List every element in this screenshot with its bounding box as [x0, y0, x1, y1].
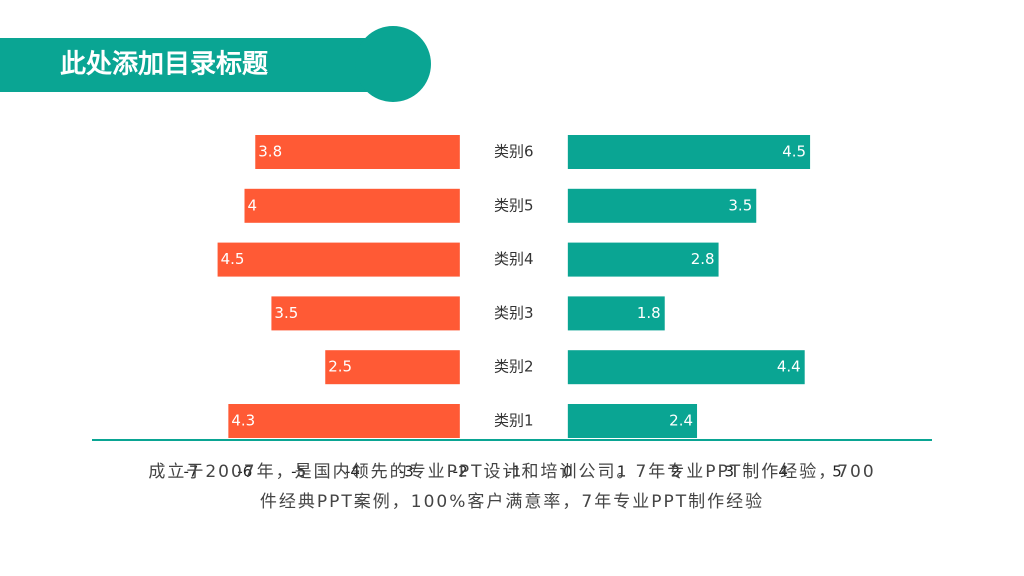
- bar-label: 4: [248, 196, 258, 214]
- category-label: 类别6: [494, 143, 534, 161]
- category-label: 类别4: [494, 250, 534, 268]
- chart: -7 -6 -5 -4 -3 -2 -1 0 1 2 3 4 5 类别1 4.3 2.4 类别2 2.5 4.4 类别…: [184, 135, 842, 481]
- bar-label: 3.5: [728, 196, 752, 214]
- bar: [567, 242, 719, 277]
- header-circle: [355, 26, 431, 102]
- x-tick-label: -5: [291, 463, 306, 481]
- bar-label: 2.5: [328, 358, 352, 376]
- bar: [567, 135, 811, 169]
- x-tick-label: 3: [725, 463, 735, 481]
- x-tick-label: -7: [184, 463, 199, 481]
- description-line: 件经典PPT案例，100%客户满意率，7年专业PPT制作经验: [260, 492, 764, 512]
- header-title: 此处添加目录标题: [60, 50, 268, 80]
- bar: [567, 296, 665, 331]
- bar: [325, 350, 460, 385]
- category-label: 类别5: [494, 196, 534, 214]
- bar: [567, 404, 698, 438]
- category-label: 类别1: [494, 412, 534, 430]
- x-tick-label: -3: [399, 463, 414, 481]
- x-tick-label: -4: [345, 463, 360, 481]
- bar: [244, 188, 460, 223]
- bar-label: 1.8: [637, 304, 661, 322]
- bar: [567, 188, 757, 223]
- bar-label: 2.4: [669, 412, 693, 430]
- category-label: 类别2: [494, 358, 534, 376]
- bar: [217, 242, 460, 277]
- description-line: 成立于2007年，是国内领先的专业PPT设计和培训公司。7年专业PPT制作经验，…: [148, 462, 875, 482]
- x-tick-label: 5: [832, 463, 842, 481]
- bar-label: 4.5: [782, 143, 806, 161]
- bar: [255, 135, 460, 169]
- bar-label: 3.5: [274, 304, 298, 322]
- x-tick-label: 1: [617, 463, 627, 481]
- x-tick-label: -2: [453, 463, 468, 481]
- bar: [567, 350, 805, 385]
- category-label: 类别3: [494, 304, 534, 322]
- bar-label: 3.8: [258, 143, 282, 161]
- x-tick-label: 0: [563, 463, 573, 481]
- bar: [271, 296, 460, 331]
- bar-label: 4.3: [231, 412, 255, 430]
- bar-label: 4.5: [221, 250, 245, 268]
- x-tick-label: 4: [778, 463, 788, 481]
- x-tick-label: -6: [237, 463, 252, 481]
- bar-label: 4.4: [777, 358, 801, 376]
- x-tick-label: -1: [507, 463, 522, 481]
- bar: [228, 404, 460, 438]
- bar-label: 2.8: [691, 250, 715, 268]
- x-tick-label: 2: [671, 463, 681, 481]
- header-band: [0, 38, 395, 92]
